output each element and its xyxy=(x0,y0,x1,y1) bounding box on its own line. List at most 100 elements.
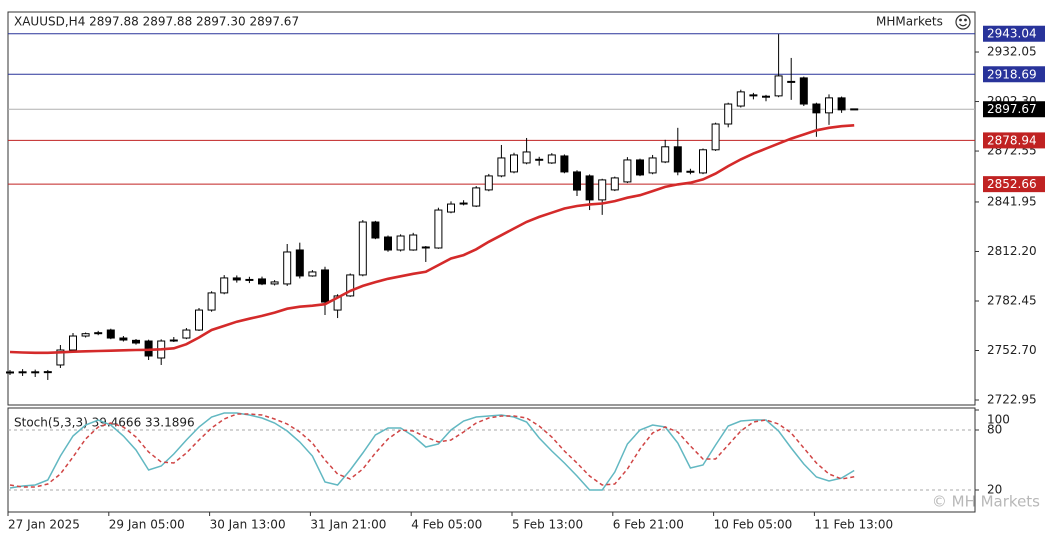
price-tag-box xyxy=(983,25,1045,42)
candle-body xyxy=(333,295,342,311)
stoch-panel xyxy=(7,407,976,513)
candle-body xyxy=(484,175,493,191)
candle-body xyxy=(459,202,468,205)
candle-body xyxy=(812,103,821,114)
candle-body xyxy=(106,329,115,339)
candle-body xyxy=(69,335,77,351)
y-tick-label: 2841.95 xyxy=(987,194,1037,208)
candle-body xyxy=(623,159,632,183)
candle-body xyxy=(232,277,241,281)
candle-body xyxy=(762,95,770,98)
candle-body xyxy=(434,209,443,249)
candle-body xyxy=(787,80,796,83)
y-tick-label: 20 xyxy=(987,483,1002,497)
x-tick-label: 31 Jan 21:00 xyxy=(310,518,386,532)
y-tick-label: 100 xyxy=(987,413,1010,427)
candle-body xyxy=(346,274,355,297)
candle-body xyxy=(472,187,481,207)
candle-body xyxy=(371,221,380,239)
candle-body xyxy=(736,91,745,107)
candle-body xyxy=(220,277,229,294)
candle-body xyxy=(648,157,657,174)
candle-body xyxy=(270,281,279,285)
candle-body xyxy=(699,149,707,174)
candle-body xyxy=(686,170,695,173)
candle-body xyxy=(799,77,808,105)
candle-body xyxy=(409,234,418,251)
candle-body xyxy=(56,349,65,366)
price-tag-box xyxy=(983,101,1045,118)
candle-body xyxy=(6,371,14,374)
candle-body xyxy=(81,333,90,337)
candle-body xyxy=(245,278,254,281)
candle-body xyxy=(636,159,644,176)
y-tick-label: 2752.70 xyxy=(987,343,1037,357)
price-tag: 2878.94 xyxy=(983,132,1045,149)
price-tag-box xyxy=(983,176,1045,193)
candle-body xyxy=(447,203,455,213)
candle-body xyxy=(207,292,216,311)
candle-body xyxy=(308,271,317,277)
candle-body xyxy=(18,371,27,374)
chart-title: XAUUSD,H4 2897.88 2897.88 2897.30 2897.6… xyxy=(14,15,299,29)
moving-average xyxy=(9,124,855,355)
candle-body xyxy=(850,108,859,111)
y-tick-label: 2812.20 xyxy=(987,244,1037,258)
brand-icon xyxy=(955,14,971,30)
price-tag-label: 2918.69 xyxy=(987,67,1037,81)
x-tick-label: 29 Jan 05:00 xyxy=(109,518,185,532)
x-tick-label: 11 Feb 13:00 xyxy=(814,518,893,532)
stoch-line xyxy=(9,412,855,491)
x-tick-label: 5 Feb 13:00 xyxy=(512,518,583,532)
price-tag-box xyxy=(983,66,1045,83)
candle-body xyxy=(321,269,329,303)
candle-body xyxy=(295,249,304,277)
candle-body xyxy=(31,371,40,374)
candle-body xyxy=(598,179,607,201)
candle-body xyxy=(258,278,266,285)
candle-body xyxy=(510,154,518,173)
candle-body xyxy=(673,146,682,173)
candle-body xyxy=(384,236,392,251)
candle-body xyxy=(535,158,544,161)
price-tag: 2897.67 xyxy=(983,101,1045,118)
y-tick-label: 2932.05 xyxy=(987,45,1037,59)
candle-body xyxy=(182,329,191,339)
candle-body xyxy=(396,235,405,251)
candle-body xyxy=(43,371,52,374)
y-tick-label: 2782.45 xyxy=(987,293,1037,307)
x-tick-label: 6 Feb 21:00 xyxy=(613,518,684,532)
price-tag-box xyxy=(983,132,1045,149)
x-tick-label: 4 Feb 05:00 xyxy=(411,518,482,532)
candle-body xyxy=(358,221,367,276)
price-tag: 2852.66 xyxy=(983,176,1045,193)
x-tick-label: 10 Feb 05:00 xyxy=(714,518,793,532)
candle-body xyxy=(724,103,733,125)
stoch-line xyxy=(9,413,855,488)
candle-body xyxy=(837,97,846,111)
candle-body xyxy=(825,97,833,114)
candle-body xyxy=(169,339,178,342)
candle-body xyxy=(497,157,506,177)
candle-body xyxy=(610,177,619,191)
price-tag: 2943.04 xyxy=(983,25,1045,42)
price-tag-label: 2852.66 xyxy=(987,177,1037,191)
candle-body xyxy=(774,75,783,97)
candle-body xyxy=(749,94,758,97)
price-tag-label: 2878.94 xyxy=(987,133,1037,147)
candle-body xyxy=(711,123,720,151)
candle-body xyxy=(522,151,531,164)
price-tag: 2918.69 xyxy=(983,66,1045,83)
candle-body xyxy=(585,175,594,201)
candle-body xyxy=(94,332,103,335)
brand: MHMarkets xyxy=(876,15,943,29)
candle-body xyxy=(283,251,292,285)
main-panel xyxy=(7,11,976,406)
candle-body xyxy=(119,337,128,341)
price-tag-label: 2897.67 xyxy=(987,102,1037,116)
candle-body xyxy=(547,154,556,164)
y-tick-label: 2722.95 xyxy=(987,393,1037,407)
candle-body xyxy=(421,246,430,249)
